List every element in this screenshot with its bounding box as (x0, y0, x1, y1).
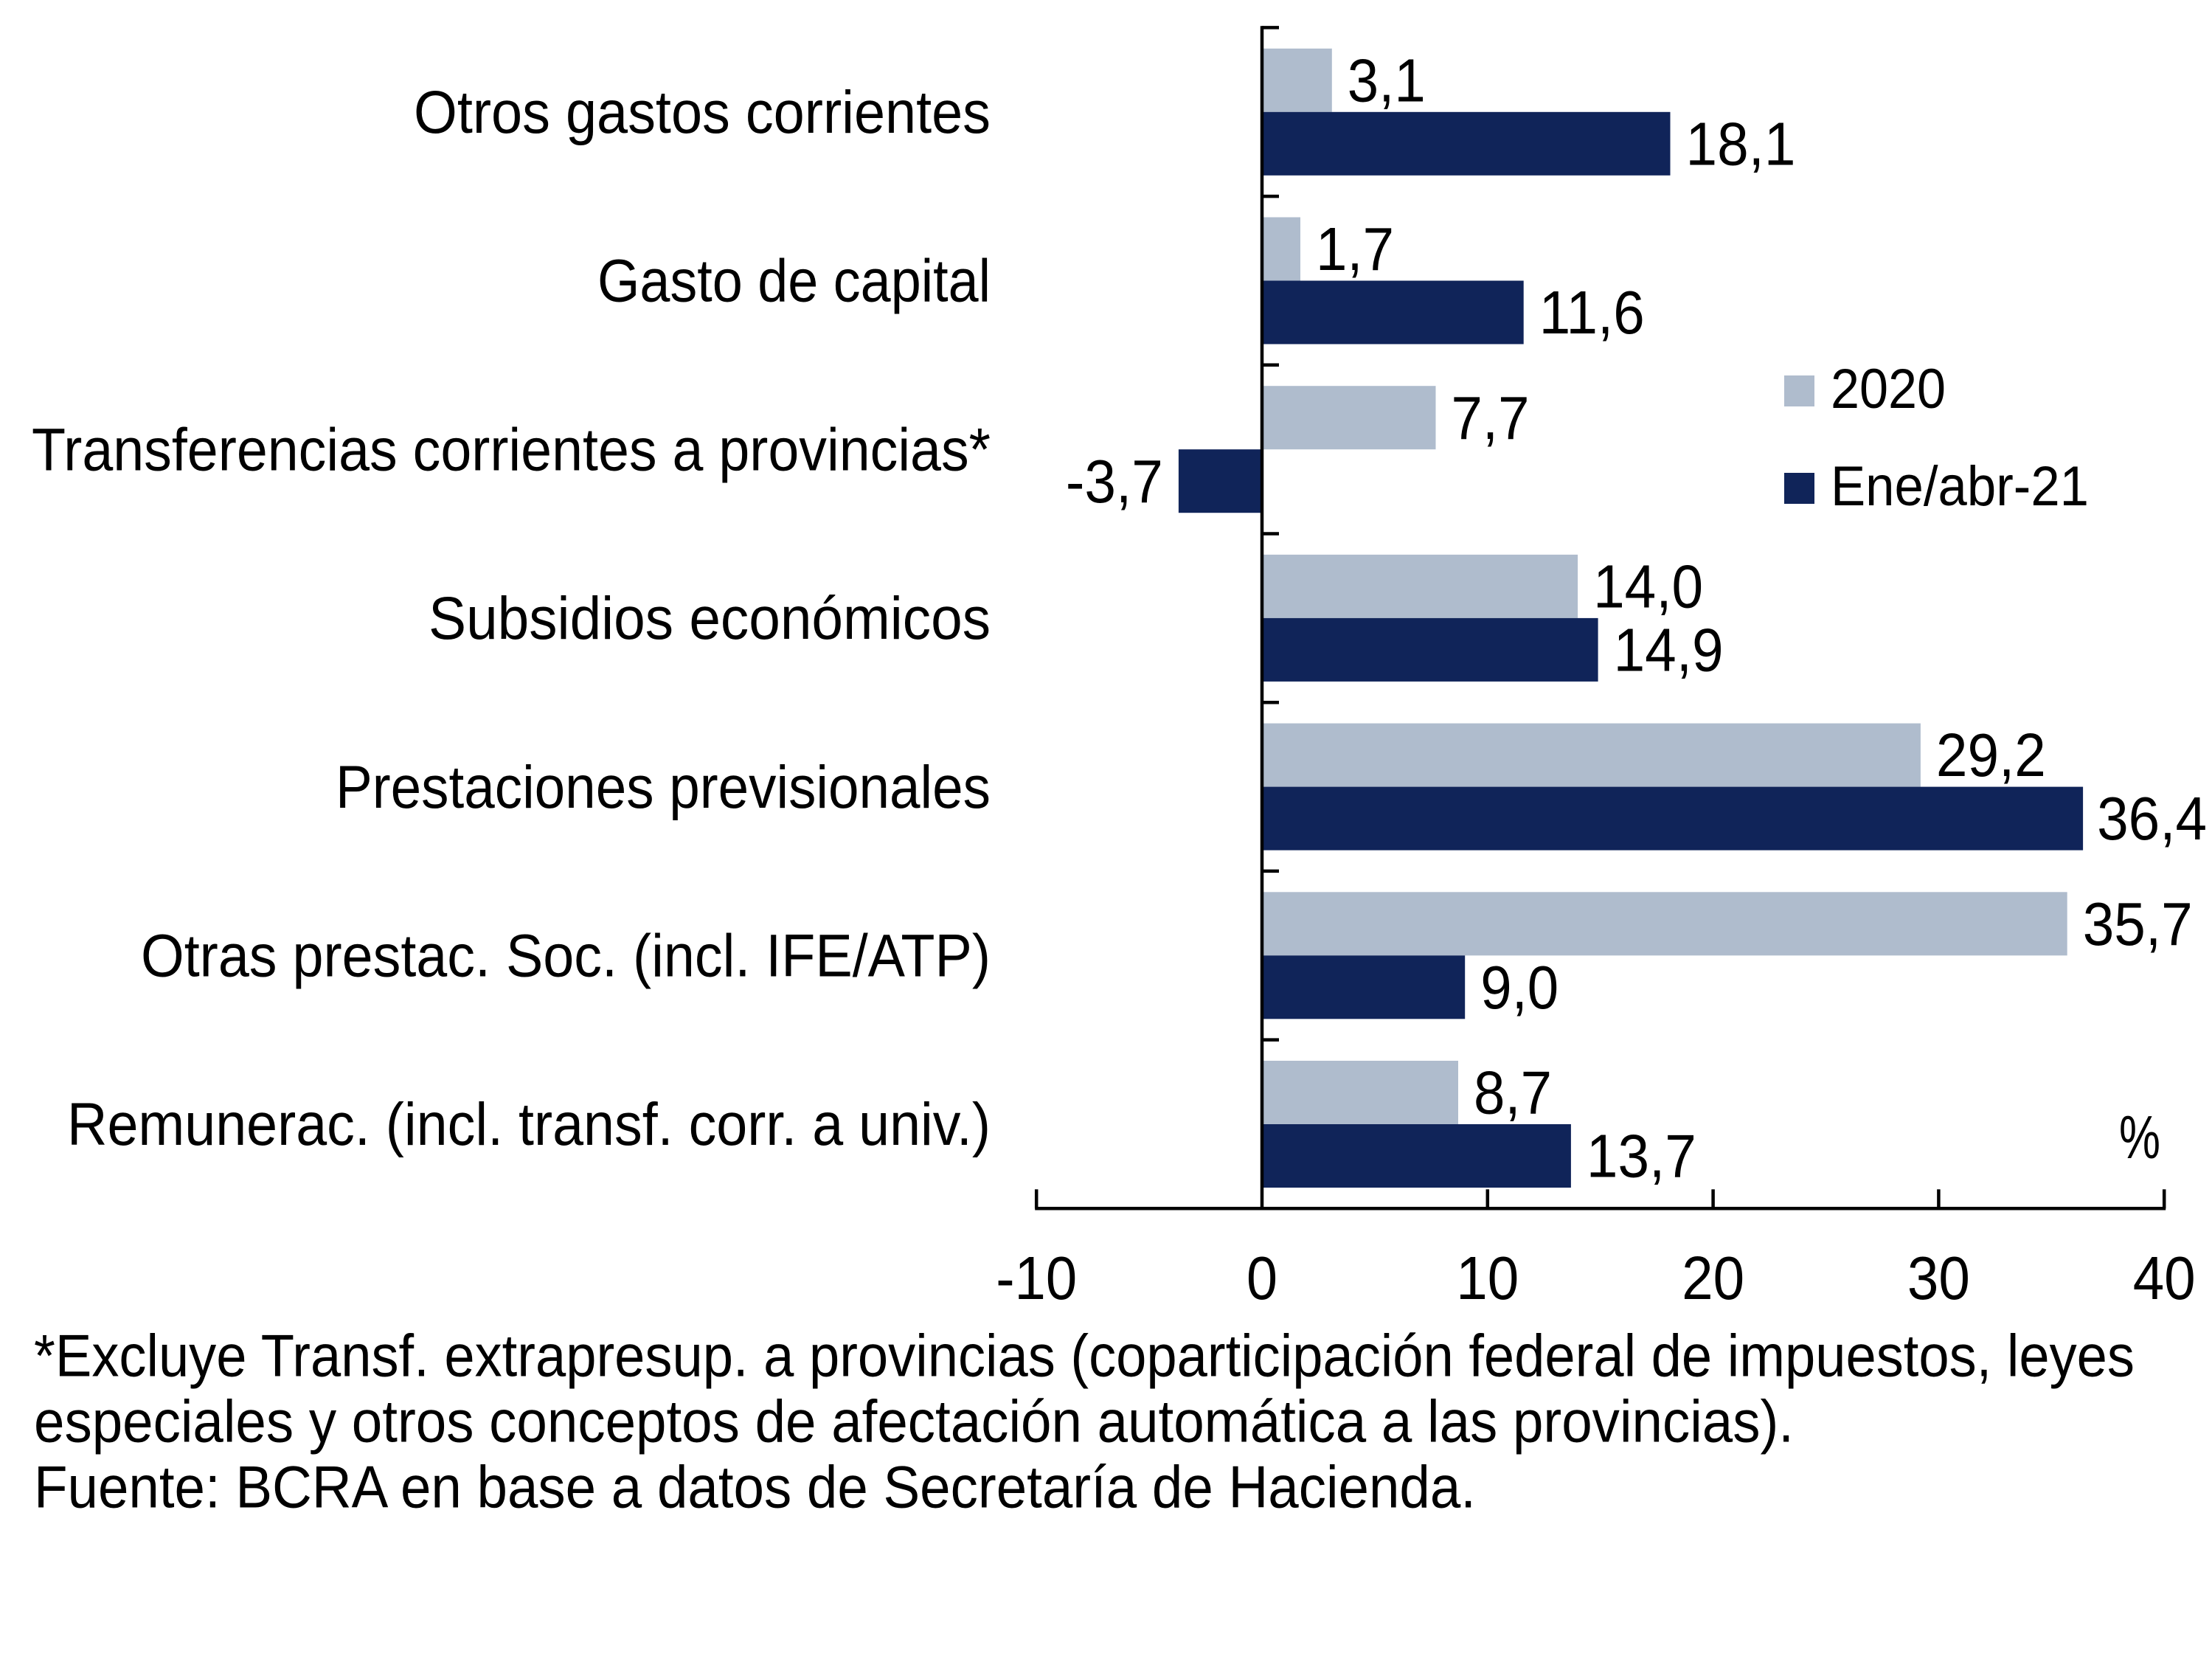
svg-text:Prestaciones previsionales: Prestaciones previsionales (336, 754, 991, 821)
svg-text:3,1: 3,1 (1348, 46, 1426, 114)
svg-text:10: 10 (1456, 1244, 1519, 1312)
svg-text:*Excluye Transf. extrapresup.: *Excluye Transf. extrapresup. a provinci… (34, 1323, 2135, 1390)
svg-text:0: 0 (1247, 1244, 1277, 1312)
svg-text:30: 30 (1907, 1244, 1970, 1312)
svg-text:Otros gastos corrientes: Otros gastos corrientes (414, 79, 991, 146)
svg-text:Ene/abr-21: Ene/abr-21 (1831, 455, 2089, 518)
svg-text:especiales y otros conceptos d: especiales y otros conceptos de afectaci… (34, 1389, 1794, 1455)
svg-text:8,7: 8,7 (1474, 1059, 1552, 1127)
svg-text:-3,7: -3,7 (1066, 447, 1163, 516)
svg-text:Subsidios económicos: Subsidios económicos (429, 585, 991, 652)
svg-text:-10: -10 (996, 1244, 1077, 1312)
svg-text:35,7: 35,7 (2083, 890, 2193, 958)
svg-text:2020: 2020 (1831, 358, 1946, 420)
svg-text:9,0: 9,0 (1480, 953, 1559, 1022)
svg-text:Remunerac. (incl. transf. corr: Remunerac. (incl. transf. corr. a univ.) (67, 1091, 991, 1158)
svg-text:1,7: 1,7 (1316, 215, 1394, 283)
svg-text:Otras prestac. Soc. (incl. IFE: Otras prestac. Soc. (incl. IFE/ATP) (141, 923, 991, 990)
svg-text:Transferencias corrientes a pr: Transferencias corrientes a provincias* (32, 416, 991, 483)
svg-text:13,7: 13,7 (1587, 1122, 1696, 1191)
svg-text:14,9: 14,9 (1614, 616, 1724, 685)
svg-text:18,1: 18,1 (1686, 109, 1796, 178)
svg-text:29,2: 29,2 (1936, 721, 2046, 789)
svg-text:Fuente: BCRA en base a datos d: Fuente: BCRA en base a datos de Secretar… (34, 1455, 1476, 1521)
svg-text:Gasto de capital: Gasto de capital (597, 248, 991, 315)
svg-text:11,6: 11,6 (1539, 278, 1645, 347)
svg-text:40: 40 (2133, 1244, 2196, 1312)
svg-text:%: % (2119, 1103, 2160, 1171)
svg-text:7,7: 7,7 (1452, 384, 1530, 452)
svg-text:36,4: 36,4 (2097, 784, 2207, 853)
svg-text:14,0: 14,0 (1593, 553, 1703, 621)
svg-text:20: 20 (1682, 1244, 1744, 1312)
